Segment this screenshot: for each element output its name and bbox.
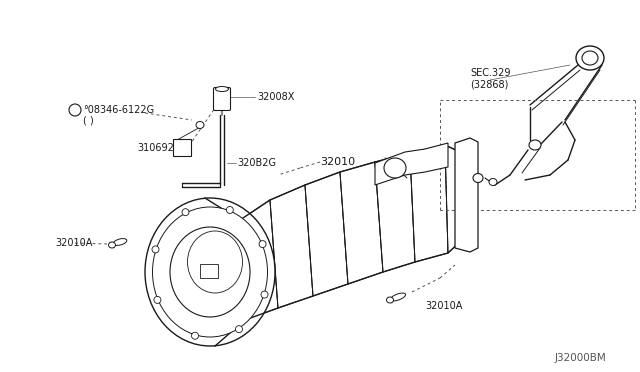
- Ellipse shape: [145, 198, 275, 346]
- Polygon shape: [340, 162, 383, 284]
- Ellipse shape: [109, 242, 115, 248]
- Ellipse shape: [529, 140, 541, 150]
- Text: B: B: [72, 106, 77, 115]
- Ellipse shape: [227, 206, 234, 214]
- Ellipse shape: [196, 122, 204, 128]
- Ellipse shape: [387, 297, 394, 303]
- Circle shape: [69, 104, 81, 116]
- Polygon shape: [375, 153, 415, 272]
- Ellipse shape: [188, 231, 243, 293]
- Polygon shape: [205, 198, 245, 346]
- FancyBboxPatch shape: [214, 87, 230, 110]
- Polygon shape: [270, 185, 313, 308]
- Text: 32010: 32010: [320, 157, 355, 167]
- Text: ( ): ( ): [83, 115, 93, 125]
- Text: °08346-6122G: °08346-6122G: [83, 105, 154, 115]
- Ellipse shape: [384, 158, 406, 178]
- Polygon shape: [375, 143, 448, 185]
- Ellipse shape: [576, 46, 604, 70]
- Ellipse shape: [582, 51, 598, 65]
- Polygon shape: [410, 145, 448, 262]
- Polygon shape: [445, 145, 462, 253]
- Ellipse shape: [152, 207, 268, 337]
- Ellipse shape: [182, 209, 189, 216]
- Text: 310692: 310692: [137, 143, 174, 153]
- Ellipse shape: [259, 241, 266, 248]
- Ellipse shape: [261, 291, 268, 298]
- Bar: [173, 139, 191, 156]
- Text: 32008X: 32008X: [257, 92, 294, 102]
- Ellipse shape: [170, 227, 250, 317]
- Ellipse shape: [489, 179, 497, 186]
- Text: 32010A: 32010A: [55, 238, 92, 248]
- Ellipse shape: [236, 326, 243, 333]
- Ellipse shape: [473, 173, 483, 183]
- Text: J32000BM: J32000BM: [555, 353, 607, 363]
- Ellipse shape: [154, 296, 161, 304]
- Polygon shape: [305, 172, 348, 296]
- Text: 32010A: 32010A: [425, 301, 462, 311]
- Text: 320B2G: 320B2G: [237, 158, 276, 168]
- Polygon shape: [240, 200, 278, 320]
- Text: SEC.329
(32868): SEC.329 (32868): [470, 68, 511, 90]
- Ellipse shape: [390, 293, 406, 301]
- Polygon shape: [455, 138, 478, 252]
- Ellipse shape: [152, 246, 159, 253]
- Ellipse shape: [113, 238, 127, 246]
- Ellipse shape: [216, 87, 228, 92]
- Ellipse shape: [191, 332, 198, 339]
- Bar: [200, 264, 218, 278]
